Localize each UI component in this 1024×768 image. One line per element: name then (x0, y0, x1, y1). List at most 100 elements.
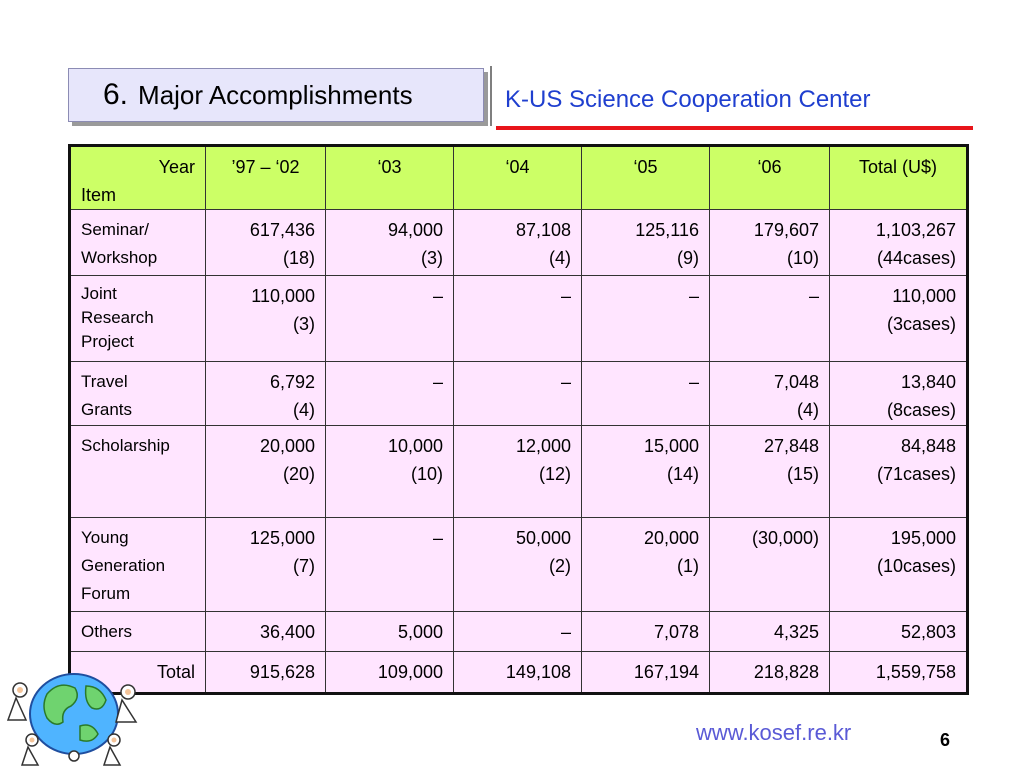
header-year-item-cell: Year Item (69, 145, 206, 210)
globe-people-clipart-icon (6, 673, 138, 766)
column-header: ‘06 (709, 145, 830, 210)
table-row: Seminar/ Workshop 617,436 (18) 94,000 (3) … (69, 209, 968, 276)
value-cell: 15,000 (14) (581, 425, 710, 518)
amount: 7,078 (653, 622, 699, 642)
table-row: Young Generation Forum 125,000 (7) – 50,0… (69, 517, 968, 612)
amount: 27,848 (763, 436, 819, 456)
count: (4) (797, 400, 819, 420)
column-header: ‘05 (581, 145, 710, 210)
value-cell: 13,840 (8cases) (829, 361, 968, 426)
value-cell: 12,000 (12) (453, 425, 582, 518)
title-text: Major Accomplishments (138, 79, 413, 110)
row-item-line: Forum (81, 584, 131, 603)
amount: 125,116 (635, 220, 699, 240)
row-item-line: Scholarship (81, 436, 170, 455)
value-cell: 1,103,267 (44cases) (829, 209, 968, 276)
value-cell: 110,000 (3cases) (829, 275, 968, 362)
amount: 915,628 (249, 662, 315, 682)
column-header: ‘03 (325, 145, 454, 210)
column-header: ’97 – ‘02 (205, 145, 326, 210)
amount: 20,000 (643, 528, 699, 548)
amount: 50,000 (515, 528, 571, 548)
value-cell: 179,607 (10) (709, 209, 830, 276)
value-cell: 125,000 (7) (205, 517, 326, 612)
amount: 84,848 (900, 436, 956, 456)
value-cell: 20,000 (20) (205, 425, 326, 518)
row-item-cell: Others (69, 611, 206, 652)
count: (10) (410, 464, 443, 484)
table-header-row: Year Item ’97 – ‘02 ‘03 ‘04 ‘05 ‘06 Tota… (69, 145, 968, 210)
total-cell: 167,194 (581, 651, 710, 694)
row-item-line: Young (81, 528, 129, 547)
center-name: K-US Science Cooperation Center (505, 86, 871, 113)
header-divider (490, 66, 492, 126)
row-item-line: Research (81, 308, 154, 327)
value-cell: 7,078 (581, 611, 710, 652)
amount: 4,325 (773, 622, 819, 642)
count: (8cases) (886, 400, 956, 420)
amount: 6,792 (269, 372, 315, 392)
value-cell: – (325, 275, 454, 362)
amount: 1,103,267 (875, 220, 956, 240)
slide-title: 6. Major Accomplishments (68, 68, 484, 122)
amount: 7,048 (773, 372, 819, 392)
amount: 52,803 (900, 622, 956, 642)
row-item-line: Generation (81, 556, 166, 575)
amount: 617,436 (249, 220, 315, 240)
red-underline (496, 126, 973, 130)
value-cell: 27,848 (15) (709, 425, 830, 518)
total-cell: 218,828 (709, 651, 830, 694)
accomplishments-table: Year Item ’97 – ‘02 ‘03 ‘04 ‘05 ‘06 Tota… (68, 144, 969, 695)
count: (3cases) (886, 314, 956, 334)
value-cell: – (581, 275, 710, 362)
value-cell: 5,000 (325, 611, 454, 652)
amount: 110,000 (251, 286, 315, 306)
count: (9) (677, 248, 699, 268)
row-item-line: Workshop (81, 248, 158, 267)
amount: – (688, 286, 699, 306)
count: (7) (293, 556, 315, 576)
amount: – (560, 372, 571, 392)
count: (2) (549, 556, 571, 576)
amount: 1,559,758 (875, 662, 956, 682)
amount: 125,000 (249, 528, 315, 548)
row-item-cell: Travel Grants (69, 361, 206, 426)
count: (3) (293, 314, 315, 334)
value-cell: (30,000) (709, 517, 830, 612)
count: (10) (786, 248, 819, 268)
table-row: Scholarship 20,000 (20) 10,000 (10) 12,000… (69, 425, 968, 518)
total-cell: 915,628 (205, 651, 326, 694)
count: (44cases) (876, 248, 956, 268)
value-cell: 10,000 (10) (325, 425, 454, 518)
value-cell: 7,048 (4) (709, 361, 830, 426)
amount: – (432, 286, 443, 306)
value-cell: – (453, 275, 582, 362)
amount: 15,000 (643, 436, 699, 456)
count: (1) (677, 556, 699, 576)
amount: 149,108 (505, 662, 571, 682)
table-row: Joint Research Project 110,000 (3) – – – … (69, 275, 968, 362)
amount: 218,828 (753, 662, 819, 682)
row-item-line: Others (81, 622, 133, 641)
total-cell: 109,000 (325, 651, 454, 694)
count: (12) (538, 464, 571, 484)
page-number: 6 (940, 730, 951, 750)
value-cell: 6,792 (4) (205, 361, 326, 426)
amount: (30,000) (751, 528, 819, 548)
value-cell: – (453, 361, 582, 426)
row-item-line: Grants (81, 400, 133, 419)
value-cell: 84,848 (71cases) (829, 425, 968, 518)
count: (15) (786, 464, 819, 484)
value-cell: 52,803 (829, 611, 968, 652)
item-label: Item (81, 185, 117, 205)
table-total-row: Total 915,628 109,000 149,108 167,194 21… (69, 651, 968, 694)
count: (4) (293, 400, 315, 420)
row-item-line: Project (81, 332, 134, 351)
amount: – (808, 286, 819, 306)
value-cell: 617,436 (18) (205, 209, 326, 276)
count: (3) (421, 248, 443, 268)
amount: 10,000 (387, 436, 443, 456)
amount: 20,000 (259, 436, 315, 456)
amount: 5,000 (397, 622, 443, 642)
value-cell: 125,116 (9) (581, 209, 710, 276)
